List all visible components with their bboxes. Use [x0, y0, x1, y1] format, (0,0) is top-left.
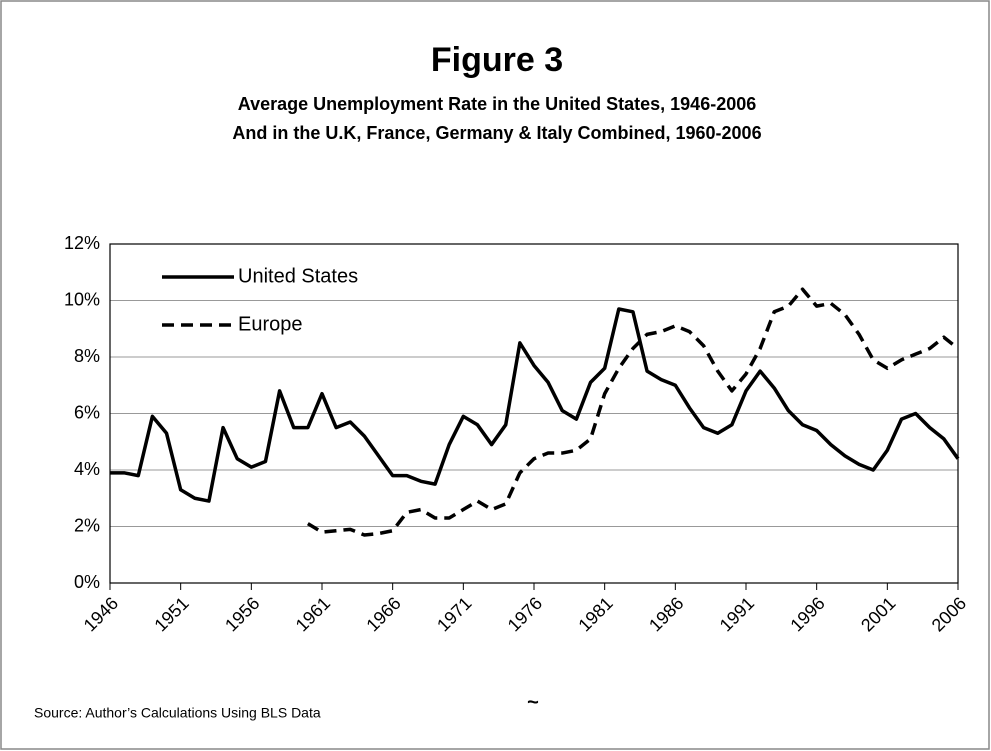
chart-subtitle: Average Unemployment Rate in the United …	[238, 94, 757, 114]
y-tick-label: 4%	[74, 459, 100, 479]
annotation: ~	[527, 691, 539, 713]
y-tick-label: 12%	[64, 233, 100, 253]
source-note: Source: Author’s Calculations Using BLS …	[34, 705, 321, 721]
chart-subtitle: And in the U.K, France, Germany & Italy …	[232, 123, 761, 143]
legend-label: United States	[238, 265, 358, 287]
y-tick-label: 10%	[64, 289, 100, 309]
y-tick-label: 0%	[74, 572, 100, 592]
data-line	[306, 287, 960, 537]
y-tick-label: 6%	[74, 402, 100, 422]
y-tick-label: 8%	[74, 346, 100, 366]
y-tick-label: 2%	[74, 515, 100, 535]
legend-label: Europe	[238, 313, 303, 335]
data-line	[110, 307, 960, 503]
chart-title: Figure 3	[431, 41, 563, 79]
